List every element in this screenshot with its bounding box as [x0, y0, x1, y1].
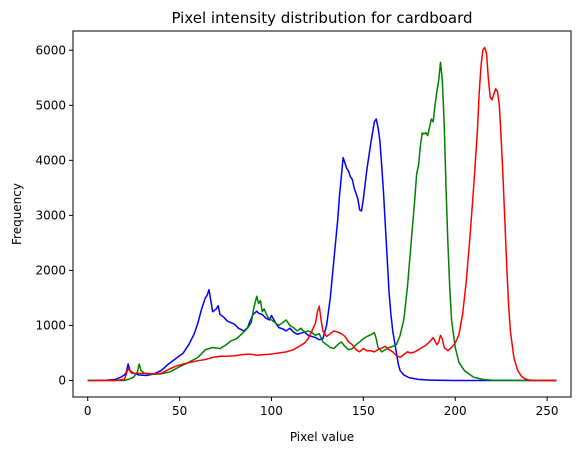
series-line-2: [87, 61, 557, 382]
x-tick-label: 200: [444, 404, 467, 418]
series-line-3: [87, 46, 557, 382]
y-tick-label: 4000: [35, 153, 66, 167]
y-tick-label: 0: [58, 373, 66, 387]
x-axis: 0 50 100 150 200 250: [84, 397, 559, 418]
y-tick-label: 3000: [35, 208, 66, 222]
y-axis-label: Frequency: [10, 183, 24, 245]
y-tick-label: 1000: [35, 318, 66, 332]
plot-frame: [72, 30, 572, 398]
series-line-1: [87, 118, 557, 382]
x-tick-label: 150: [352, 404, 375, 418]
x-tick-label: 100: [260, 404, 283, 418]
x-tick-label: 250: [536, 404, 559, 418]
y-tick-label: 5000: [35, 98, 66, 112]
chart-title: Pixel intensity distribution for cardboa…: [171, 9, 472, 27]
y-axis: 0 1000 2000 3000 4000 5000 6000: [35, 43, 73, 387]
series-layer: [87, 46, 557, 382]
x-tick-label: 0: [84, 404, 92, 418]
x-axis-label: Pixel value: [290, 430, 354, 444]
y-tick-label: 2000: [35, 263, 66, 277]
x-tick-label: 50: [172, 404, 187, 418]
y-tick-label: 6000: [35, 43, 66, 57]
